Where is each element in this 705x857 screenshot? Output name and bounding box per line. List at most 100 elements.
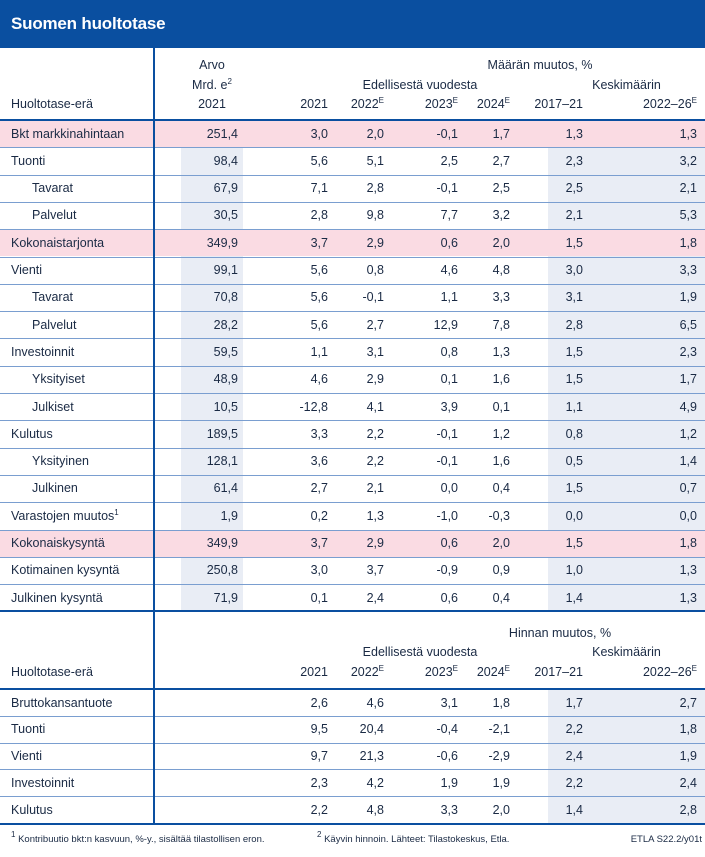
row-cell: 0,1 — [492, 399, 510, 414]
row-cell: 0,8 — [366, 263, 384, 277]
row-cell: 2,1 — [679, 181, 697, 196]
row-cell-2: 2,0 — [492, 802, 510, 817]
row-cell: 2,8 — [366, 181, 384, 196]
row-cell: 2,1 — [366, 481, 384, 496]
row-cell: 2,8 — [565, 317, 583, 332]
row-cell: 2,5 — [492, 181, 510, 196]
row-value: 189,5 — [206, 426, 238, 441]
row-cell: 7,7 — [440, 208, 458, 223]
row-cell: 5,6 — [310, 290, 328, 305]
year-header-2: 2022–26E — [642, 664, 697, 680]
row-cell: 2,9 — [366, 235, 384, 250]
row-label: Yksityinen — [32, 454, 89, 469]
footnote-2: 2 Käyvin hinnoin. Lähteet: Tilastokeskus… — [317, 830, 510, 846]
row-cell: 1,5 — [565, 372, 583, 387]
sub-header-average-2: Keskimäärin — [592, 645, 661, 659]
row-value: 71,9 — [213, 590, 238, 605]
year-header-2: 2021 — [300, 665, 328, 679]
row-value: 99,1 — [213, 263, 238, 277]
row-cell: 0,1 — [440, 372, 458, 387]
row-cell: 1,5 — [565, 481, 583, 496]
row-cell: 0,5 — [565, 454, 583, 469]
row-cell-2: -0,6 — [436, 749, 458, 764]
row-cell: 2,7 — [492, 153, 510, 168]
row-cell: 2,3 — [679, 344, 697, 359]
row-cell-2: 3,1 — [440, 695, 458, 710]
row-cell: 1,6 — [492, 454, 510, 469]
row-cell: 4,8 — [492, 263, 510, 277]
row-label: Tavarat — [32, 290, 73, 305]
row-divider — [0, 529, 705, 531]
row-cell: 4,6 — [440, 263, 458, 277]
row-label: Bkt markkinahintaan — [11, 126, 125, 141]
row-value: 61,4 — [213, 481, 238, 496]
row-cell-2: 1,8 — [492, 695, 510, 710]
row-cell: 12,9 — [433, 317, 458, 332]
row-value: 28,2 — [213, 317, 238, 332]
row-divider — [0, 474, 705, 476]
highlight-row-bg — [0, 120, 705, 148]
row-cell: 1,8 — [679, 235, 697, 250]
group-title-2: Hinnan muutos, % — [508, 626, 612, 640]
row-label: Investoinnit — [11, 344, 75, 359]
value-header-line2: Mrd. e2 — [192, 77, 232, 93]
row-cell: 0,8 — [440, 344, 458, 359]
row-value: 98,4 — [213, 153, 238, 168]
year-header: 2022–26E — [642, 96, 697, 112]
row-cell-2: 2,2 — [310, 802, 328, 817]
row-cell: 3,0 — [310, 563, 328, 578]
row-divider-2 — [0, 796, 705, 798]
row-label: Yksityiset — [32, 372, 85, 387]
row-cell: 1,3 — [492, 344, 510, 359]
year-header: 2024E — [476, 96, 510, 112]
row-divider — [0, 502, 705, 504]
row-cell: 1,1 — [440, 290, 458, 305]
row-divider — [0, 393, 705, 394]
sub-header-prev-year: Edellisestä vuodesta — [362, 78, 478, 92]
row-label-2: Bruttokansantuote — [11, 695, 113, 710]
row-cell: 7,8 — [492, 317, 510, 332]
row-cell-2: 4,2 — [366, 775, 384, 790]
row-cell-2: 9,7 — [310, 749, 328, 764]
row-label: Varastojen muutos1 — [11, 507, 119, 523]
year-header: 2017–21 — [534, 97, 583, 111]
row-cell: 1,5 — [565, 344, 583, 359]
row-cell: 4,1 — [366, 399, 384, 414]
row-cell: 6,5 — [679, 317, 697, 332]
row-cell: 2,1 — [565, 208, 583, 223]
row-cell: 2,4 — [366, 590, 384, 605]
row-cell: 2,2 — [366, 426, 384, 441]
row-value: 48,9 — [213, 372, 238, 387]
row-label-2: Tuonti — [11, 722, 46, 737]
row-cell: 5,6 — [310, 153, 328, 168]
row-cell: 2,5 — [565, 181, 583, 196]
row-value: 10,5 — [213, 399, 238, 414]
row-value: 128,1 — [206, 454, 238, 469]
row-cell-2: 2,4 — [565, 749, 583, 764]
row-cell: 1,4 — [679, 454, 697, 469]
row-cell: 2,7 — [366, 317, 384, 332]
row-divider — [0, 229, 705, 231]
bottom-rule — [0, 823, 705, 825]
row-cell: 0,0 — [679, 508, 697, 523]
row-cell: 2,0 — [492, 536, 510, 550]
row-cell: 1,1 — [310, 344, 328, 359]
value-column-band — [181, 120, 243, 610]
row-divider — [0, 283, 705, 285]
row-cell: 7,1 — [310, 181, 328, 196]
row-cell: 3,0 — [565, 263, 583, 277]
row-cell-2: 1,7 — [565, 695, 583, 710]
row-divider-2 — [0, 742, 705, 744]
row-cell: 2,9 — [366, 536, 384, 550]
row-divider — [0, 147, 705, 149]
row-cell-2: 4,6 — [366, 695, 384, 710]
row-cell: 0,6 — [440, 536, 458, 550]
row-cell: 2,2 — [366, 454, 384, 469]
row-cell: 1,2 — [492, 426, 510, 441]
row-divider — [0, 174, 705, 176]
row-cell: 3,2 — [492, 208, 510, 223]
row-label: Kokonaistarjonta — [11, 235, 105, 250]
row-cell-2: 2,7 — [679, 695, 697, 710]
row-cell: 5,1 — [366, 153, 384, 168]
row-cell: 2,0 — [492, 235, 510, 250]
